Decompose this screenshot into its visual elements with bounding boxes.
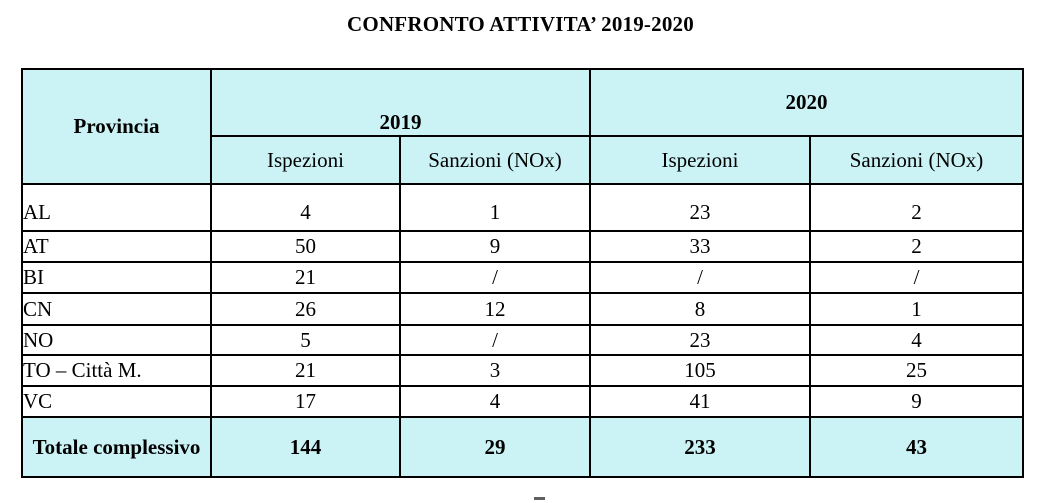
activity-comparison-table: Provincia 2019 2020 Ispezioni Sanzioni (… [21,67,1024,478]
total-label-cell: Totale complessivo [21,416,212,478]
value-cell: 23 [589,183,811,232]
value-cell: 9 [399,230,591,263]
value-cell: / [399,261,591,294]
header-row-years: Provincia 2019 2020 [21,67,1024,185]
table-row-total: Totale complessivo 144 29 233 43 [21,416,1024,478]
province-cell: AT [21,230,212,263]
value-cell: 17 [210,385,401,418]
subheader-sanzioni-2020: Sanzioni (NOx) [809,135,1024,185]
cutoff-text-fragment [534,497,545,500]
value-cell: 4 [399,385,591,418]
table-row-bi: BI 21 / / / [21,261,1024,294]
province-cell: TO – Città M. [21,354,212,387]
value-cell: 12 [399,292,591,326]
value-cell: 9 [809,385,1024,418]
value-cell: / [589,261,811,294]
value-cell: 3 [399,354,591,387]
total-value-cell: 144 [210,416,401,478]
page-title: CONFRONTO ATTIVITA’ 2019-2020 [347,12,694,36]
province-cell: CN [21,292,212,326]
total-value-cell: 233 [589,416,811,478]
subheader-ispezioni-2019: Ispezioni [210,135,401,185]
value-cell: 4 [210,183,401,232]
value-cell: 25 [809,354,1024,387]
total-value-cell: 29 [399,416,591,478]
subheader-ispezioni-2020: Ispezioni [589,135,811,185]
value-cell: / [399,324,591,356]
value-cell: 8 [589,292,811,326]
province-cell: AL [21,183,212,232]
province-cell: VC [21,385,212,418]
value-cell: 41 [589,385,811,418]
value-cell: 26 [210,292,401,326]
subheader-sanzioni-2019: Sanzioni (NOx) [399,135,591,185]
table-row-al: AL 4 1 23 2 [21,183,1024,232]
provincia-column-header: Provincia [21,68,212,185]
value-cell: / [809,261,1024,294]
value-cell: 21 [210,261,401,294]
value-cell: 23 [589,324,811,356]
value-cell: 50 [210,230,401,263]
value-cell: 5 [210,324,401,356]
value-cell: 4 [809,324,1024,356]
table-row-to: TO – Città M. 21 3 105 25 [21,354,1024,387]
value-cell: 2 [809,183,1024,232]
total-value-cell: 43 [809,416,1024,478]
value-cell: 33 [589,230,811,263]
table-row-at: AT 50 9 33 2 [21,230,1024,263]
table-row-cn: CN 26 12 8 1 [21,292,1024,326]
value-cell: 105 [589,354,811,387]
province-cell: BI [21,261,212,294]
value-cell: 21 [210,354,401,387]
table-row-vc: VC 17 4 41 9 [21,385,1024,418]
header-row-subcolumns: Ispezioni Sanzioni (NOx) Ispezioni Sanzi… [22,135,1024,185]
year-2020-header: 2020 [589,67,1024,138]
year-2019-header: 2019 [210,67,591,138]
value-cell: 2 [809,230,1024,263]
table-row-no: NO 5 / 23 4 [21,324,1024,356]
province-cell: NO [21,324,212,356]
value-cell: 1 [399,183,591,232]
value-cell: 1 [809,292,1024,326]
